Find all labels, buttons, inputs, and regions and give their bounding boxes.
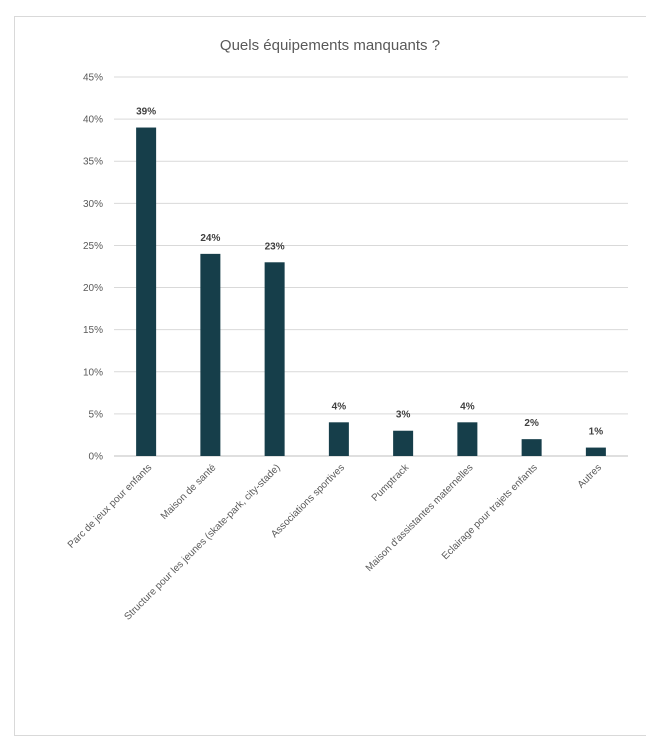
y-tick-label: 35% (83, 157, 103, 168)
data-label: 23% (265, 241, 285, 252)
y-tick-label: 10% (83, 367, 103, 378)
x-tick-label: Structure pour les jeunes (skate-park, c… (122, 462, 282, 622)
chart-frame (14, 16, 646, 736)
y-tick-label: 30% (83, 199, 103, 210)
x-tick-label: Parc de jeux pour enfants (66, 462, 154, 550)
bar (393, 430, 414, 456)
bar (585, 447, 606, 456)
bars (136, 127, 606, 457)
data-label: 4% (460, 401, 475, 412)
gridlines (114, 76, 628, 457)
y-tick-label: 25% (83, 241, 103, 252)
y-tick-label: 0% (89, 452, 104, 463)
bar (328, 422, 349, 456)
y-tick-label: 40% (83, 115, 103, 126)
y-tick-label: 5% (89, 409, 104, 420)
x-axis-ticks: Parc de jeux pour enfants Maison de santé… (66, 462, 604, 623)
y-tick-label: 20% (83, 283, 103, 294)
data-labels: 39% 24% 23% 4% 3% 4% 2% 1% (136, 107, 603, 438)
chart-title: Quels équipements manquants ? (220, 37, 440, 54)
data-label: 4% (332, 401, 347, 412)
data-label: 24% (200, 233, 220, 244)
x-tick-label: Maison d'assistantes maternelles (364, 462, 476, 574)
bar (136, 127, 157, 457)
y-tick-label: 45% (83, 73, 103, 84)
data-label: 39% (136, 107, 156, 118)
y-axis-ticks: 0% 5% 10% 15% 20% 25% 30% 35% 40% 45% (83, 73, 103, 463)
y-tick-label: 15% (83, 325, 103, 336)
bar (457, 422, 478, 456)
data-label: 3% (396, 410, 411, 421)
x-tick-label: Associations sportives (269, 462, 347, 540)
bar (200, 253, 221, 456)
data-label: 2% (524, 418, 539, 429)
x-tick-label: Pumptrack (370, 462, 412, 504)
bar (264, 262, 285, 456)
x-tick-label: Maison de santé (159, 462, 219, 522)
data-label: 1% (589, 427, 604, 438)
bar-chart: Quels équipements manquants ? 0% 5% 10% 15%… (66, 37, 628, 623)
x-tick-label: Autres (576, 462, 604, 490)
bar (521, 439, 542, 456)
